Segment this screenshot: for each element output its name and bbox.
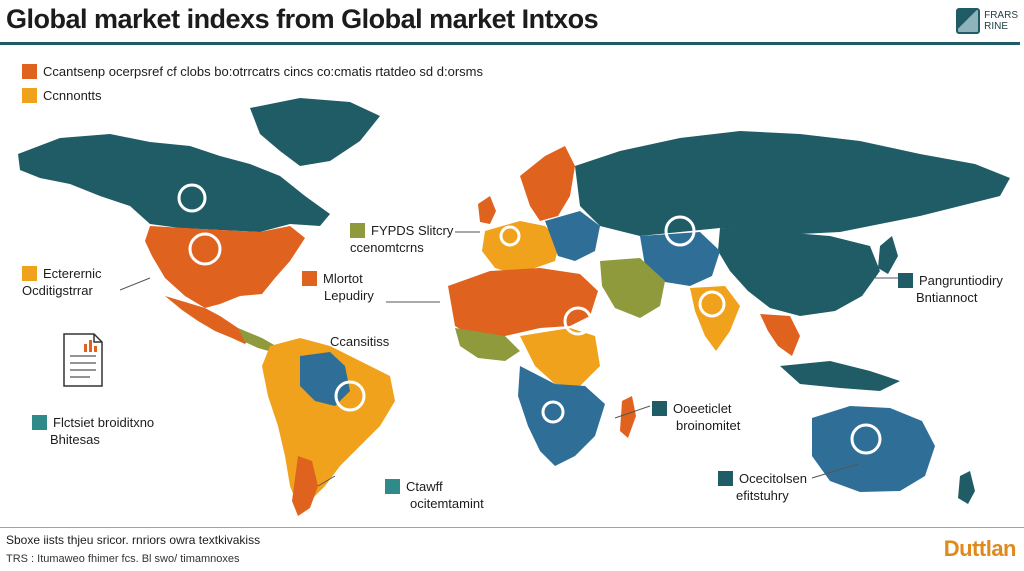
west-africa-region[interactable] bbox=[455, 328, 520, 361]
marker-usa-icon[interactable] bbox=[188, 232, 222, 266]
brand-logo: Duttlan bbox=[943, 536, 1017, 561]
callout-document-line1: Flctsiet broiditxno bbox=[53, 415, 155, 430]
callout-swatch-australia bbox=[718, 471, 733, 486]
callout-north-america-line1: Ecterernic bbox=[43, 266, 102, 281]
footer-notes: TRS : Itumaweo fhimer fcs. Bl swo/ timam… bbox=[6, 553, 240, 565]
marker-australia-icon[interactable] bbox=[850, 423, 882, 455]
leader-australia bbox=[811, 463, 859, 479]
australia-region[interactable] bbox=[812, 406, 935, 492]
canada-region[interactable] bbox=[18, 134, 330, 232]
callout-swatch-europe bbox=[350, 223, 365, 238]
south-america-north-region[interactable] bbox=[262, 338, 395, 506]
callout-europe-line1: FYPDS Slitcry bbox=[371, 223, 454, 238]
callout-asia-east-line1: Pangruntiodiry bbox=[919, 273, 1003, 288]
callout-africa-north-line1: Mlortot bbox=[323, 271, 363, 286]
document-chart-icon bbox=[63, 333, 103, 387]
corner-logo: FRARS RINE bbox=[956, 6, 1018, 36]
callout-south-america-top-line1: Ccansitiss bbox=[330, 334, 390, 349]
leader-south-america-bottom bbox=[317, 475, 336, 487]
logo-text: FRARS RINE bbox=[984, 10, 1018, 32]
region-markers bbox=[177, 183, 882, 455]
page-title: Global market indexs from Global market … bbox=[6, 4, 599, 34]
legend-label-2: Ccnnontts bbox=[43, 88, 102, 103]
callout-document: Flctsiet broiditxno Bhitesas bbox=[32, 414, 154, 448]
new-zealand-region[interactable] bbox=[958, 471, 975, 504]
footer-source: Sboxe iists thjeu sricor. rnriors owra t… bbox=[6, 533, 261, 547]
callout-swatch-africa-north bbox=[302, 271, 317, 286]
callout-south-america-bottom: Ctawff ocitemtamint bbox=[385, 478, 484, 512]
callout-indian-ocean: Ooeeticlet broinomitet bbox=[652, 400, 740, 434]
scandinavia-region[interactable] bbox=[520, 146, 575, 221]
marker-asia-icon[interactable] bbox=[664, 215, 696, 247]
callout-swatch-north-america bbox=[22, 266, 37, 281]
japan-region[interactable] bbox=[878, 236, 898, 274]
callout-swatch-indian-ocean bbox=[652, 401, 667, 416]
marker-europe-icon[interactable] bbox=[499, 225, 521, 247]
callout-swatch-asia-east bbox=[898, 273, 913, 288]
callout-africa-north: Mlortot Lepudiry bbox=[302, 270, 374, 304]
callout-document-line2: Bhitesas bbox=[50, 432, 100, 447]
callout-australia-line2: efitstuhry bbox=[736, 488, 789, 503]
callout-asia-east: Pangruntiodiry Bntiannoct bbox=[898, 272, 1003, 306]
marker-india-icon[interactable] bbox=[698, 290, 726, 318]
legend-swatch-1 bbox=[22, 64, 37, 79]
world-map bbox=[0, 46, 1024, 526]
central-asia-region[interactable] bbox=[640, 232, 720, 286]
legend-item-1: Ccantsenp ocerpsref cf clobs bo:otrrcatr… bbox=[22, 64, 483, 79]
india-region[interactable] bbox=[690, 286, 740, 351]
central-africa-region[interactable] bbox=[520, 328, 600, 386]
leader-indian-ocean bbox=[614, 405, 651, 419]
callout-north-america-line2: Ocditigstrrar bbox=[22, 283, 93, 298]
legend-label-1: Ccantsenp ocerpsref cf clobs bo:otrrcatr… bbox=[43, 64, 484, 79]
usa-region[interactable] bbox=[145, 226, 305, 308]
legend-item-2: Ccnnontts bbox=[22, 88, 102, 103]
marker-southern-africa-icon[interactable] bbox=[541, 400, 565, 424]
logo-text-line2: RINE bbox=[984, 21, 1008, 32]
middle-east-region[interactable] bbox=[600, 258, 665, 318]
callout-indian-ocean-line2: broinomitet bbox=[676, 418, 741, 433]
logo-text-line1: FRARS bbox=[984, 10, 1018, 21]
logo-mark-icon bbox=[956, 8, 981, 34]
marker-south-america-icon[interactable] bbox=[334, 380, 366, 412]
north-africa-region[interactable] bbox=[448, 268, 598, 338]
madagascar-region[interactable] bbox=[620, 396, 636, 438]
callout-europe: FYPDS Slitcry ccenomtcrns bbox=[350, 222, 453, 256]
russia-region[interactable] bbox=[575, 131, 1010, 236]
footer-divider bbox=[0, 527, 1024, 528]
title-divider bbox=[0, 42, 1020, 45]
callout-south-america-bottom-line1: Ctawff bbox=[406, 479, 443, 494]
callout-south-america-bottom-line2: ocitemtamint bbox=[410, 496, 484, 511]
legend-swatch-2 bbox=[22, 88, 37, 103]
callout-swatch-south-america-bottom bbox=[385, 479, 400, 494]
callout-north-america: Ecterernic Ocditigstrrar bbox=[22, 265, 102, 299]
callout-indian-ocean-line1: Ooeeticlet bbox=[673, 401, 732, 416]
southeast-asia-region[interactable] bbox=[760, 314, 800, 356]
marker-canada-icon[interactable] bbox=[177, 183, 207, 213]
callout-europe-line2: ccenomtcrns bbox=[350, 240, 424, 255]
callout-australia: Ocecitolsen efitstuhry bbox=[718, 470, 807, 504]
callout-asia-east-line2: Bntiannoct bbox=[916, 290, 978, 305]
mexico-region[interactable] bbox=[165, 296, 250, 344]
central-america-region[interactable] bbox=[238, 328, 276, 352]
callout-africa-north-line2: Lepudiry bbox=[324, 288, 374, 303]
callout-south-america-top: Ccansitiss bbox=[330, 333, 389, 350]
uk-region[interactable] bbox=[478, 196, 496, 224]
eastern-europe-region[interactable] bbox=[545, 211, 600, 261]
callout-australia-line1: Ocecitolsen bbox=[739, 471, 807, 486]
indonesia-region[interactable] bbox=[780, 361, 900, 391]
leader-north-america bbox=[119, 277, 151, 291]
callout-swatch-document bbox=[32, 415, 47, 430]
marker-africa-icon[interactable] bbox=[563, 306, 593, 336]
world-map-svg bbox=[18, 98, 1010, 516]
china-region[interactable] bbox=[718, 228, 880, 316]
greenland-region[interactable] bbox=[250, 98, 380, 166]
south-america-south-region[interactable] bbox=[292, 456, 318, 516]
